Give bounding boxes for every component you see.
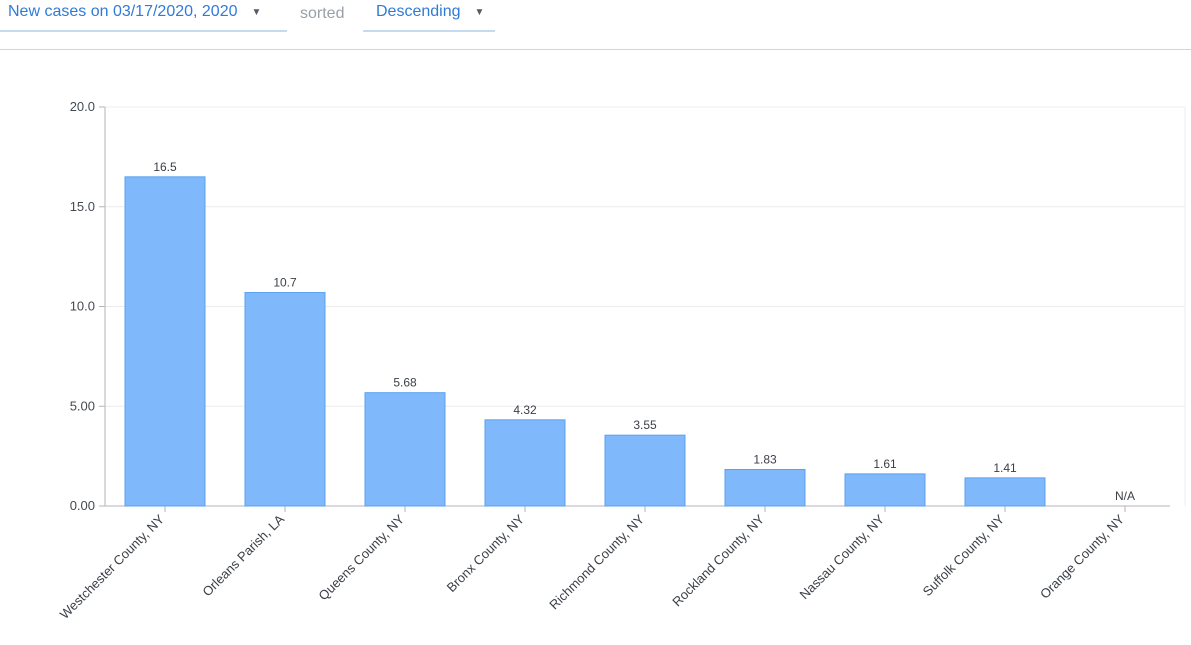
chevron-down-icon: ▼ <box>474 6 485 18</box>
chevron-down-icon: ▼ <box>251 6 262 18</box>
metric-dropdown[interactable]: New cases on 03/17/2020, 2020 ▼ <box>0 0 287 32</box>
x-tick-label: Rockland County, NY <box>669 511 767 609</box>
bar-chart: 0.00 5.00 10.0 15.0 20.0 16.5 Westchester Coun… <box>57 99 1186 622</box>
bar-value-label: 5.68 <box>393 376 417 390</box>
x-tick-label: Orange County, NY <box>1037 511 1127 601</box>
bar <box>964 477 1046 507</box>
bar <box>244 292 326 507</box>
y-tick-label: 15.0 <box>70 199 95 214</box>
bar-value-label: 4.32 <box>513 403 537 417</box>
x-tick-label: Orleans Parish, LA <box>199 511 287 599</box>
bar-value-label: 1.61 <box>873 457 897 471</box>
y-tick-label: 10.0 <box>70 299 95 314</box>
y-tick-label: 20.0 <box>70 99 95 114</box>
x-tick-label: Suffolk County, NY <box>920 511 1008 599</box>
bar-value-label: 3.55 <box>633 418 657 432</box>
metric-dropdown-label: New cases on 03/17/2020, 2020 <box>8 3 238 20</box>
sort-order-dropdown[interactable]: Descending ▼ <box>363 0 495 32</box>
sort-order-label: Descending <box>376 3 461 20</box>
x-tick-label: Nassau County, NY <box>796 511 887 602</box>
bar <box>364 392 446 507</box>
x-tick-label: Queens County, NY <box>315 511 407 603</box>
bar-value-label: 10.7 <box>273 276 297 290</box>
bar <box>484 419 566 507</box>
sorted-label: sorted <box>300 5 345 22</box>
x-tick-label: Westchester County, NY <box>57 511 168 622</box>
bar <box>124 176 206 507</box>
x-tick-label: Richmond County, NY <box>546 511 647 612</box>
bar-value-label: N/A <box>1115 489 1135 503</box>
x-tick-label: Bronx County, NY <box>444 511 528 595</box>
bar <box>724 468 806 507</box>
y-tick-label: 0.00 <box>70 498 95 513</box>
y-tick-label: 5.00 <box>70 398 95 413</box>
toolbar: New cases on 03/17/2020, 2020 ▼ sorted D… <box>0 0 1191 50</box>
bar-value-label: 1.41 <box>993 461 1017 475</box>
bar <box>844 473 926 507</box>
bar <box>604 434 686 507</box>
bar-value-label: 16.5 <box>153 160 177 174</box>
bar-value-label: 1.83 <box>753 452 777 466</box>
